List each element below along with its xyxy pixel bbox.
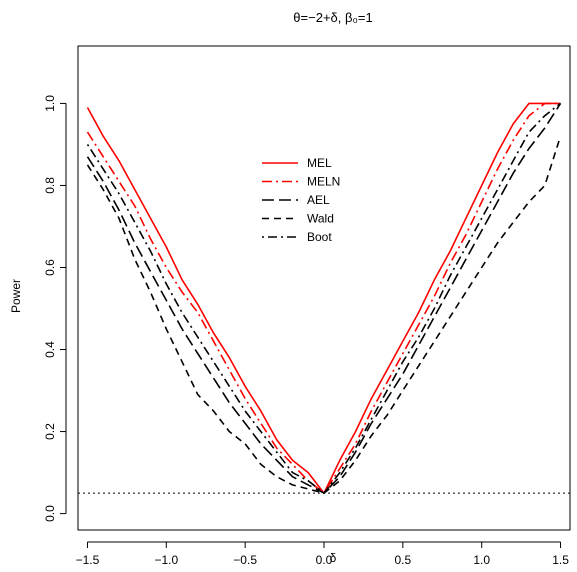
legend-label-mel: MEL — [307, 156, 332, 170]
y-tick-label: 0.0 — [43, 505, 57, 522]
legend-label-meln: MELN — [307, 175, 340, 189]
chart-title: θ=−2+δ, β₀=1 — [293, 10, 372, 25]
x-tick-label: 1.5 — [552, 553, 569, 567]
x-tick-label: 0.5 — [395, 553, 412, 567]
x-axis: −1.5 −1.0 −0.5 0.0 0.5 1.0 1.5 — [76, 541, 569, 567]
legend-label-ael: AEL — [307, 193, 330, 207]
legend: MEL MELN AEL Wald Boot — [262, 156, 340, 244]
y-tick-label: 0.6 — [43, 259, 57, 276]
series-layer — [86, 102, 562, 494]
y-tick-label: 0.2 — [43, 423, 57, 440]
y-tick-label: 0.8 — [43, 177, 57, 194]
y-tick-label: 1.0 — [43, 95, 57, 112]
legend-label-boot: Boot — [307, 230, 332, 244]
x-tick-label: 1.0 — [473, 553, 490, 567]
x-tick-label: −1.5 — [76, 553, 100, 567]
plot-frame — [77, 45, 571, 531]
series-line-wald — [86, 135, 562, 494]
y-axis: 0.0 0.2 0.4 0.6 0.8 1.0 — [43, 95, 67, 522]
y-tick-label: 0.4 — [43, 341, 57, 358]
x-axis-title: δ — [330, 551, 337, 565]
series-line-boot — [86, 102, 561, 494]
x-tick-label: −1.0 — [154, 553, 178, 567]
x-tick-label: 0.0 — [316, 553, 333, 567]
legend-label-wald: Wald — [307, 212, 334, 226]
y-axis-title: Power — [9, 279, 23, 313]
x-tick-label: −0.5 — [233, 553, 257, 567]
